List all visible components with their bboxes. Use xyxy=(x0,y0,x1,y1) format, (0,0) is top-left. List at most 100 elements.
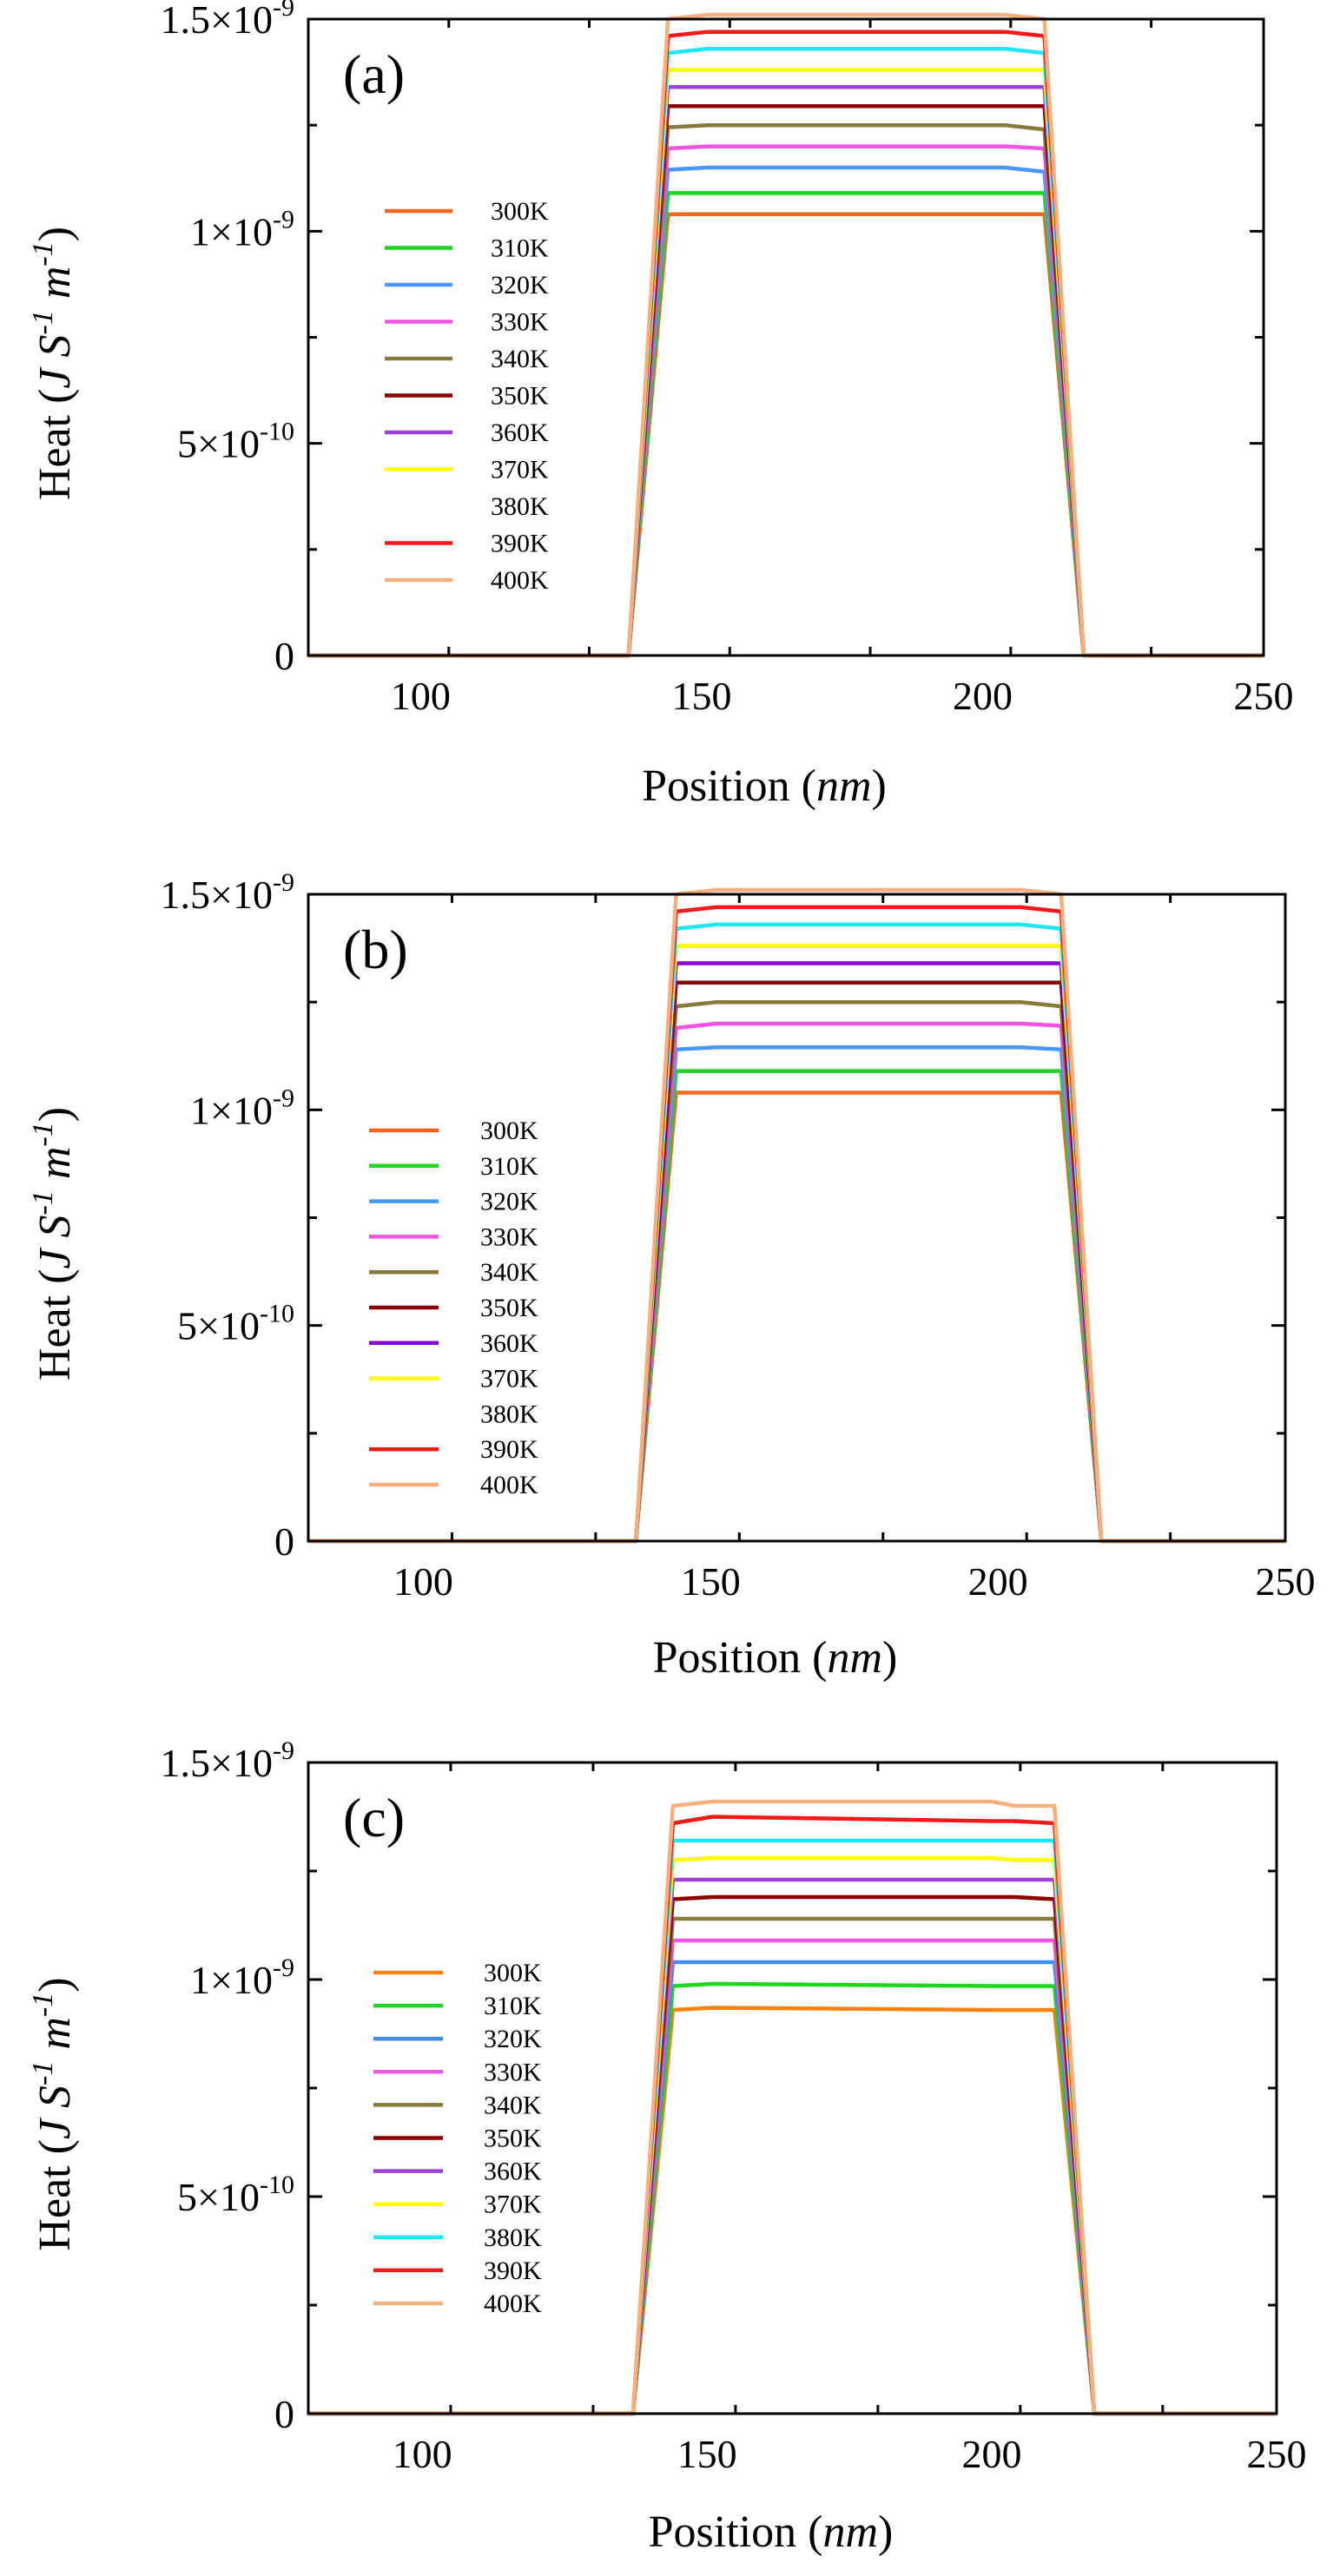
legend-label-380K: 380K xyxy=(484,2224,542,2252)
plot-frame xyxy=(307,1761,1278,2415)
x-tick-label: 100 xyxy=(391,674,451,718)
series-line-400K xyxy=(308,1799,1277,2416)
legend-label-360K: 360K xyxy=(480,1329,538,1358)
legend-label-300K: 300K xyxy=(491,197,549,226)
series-group xyxy=(308,887,1285,1544)
y-tick-label: 5×10-10 xyxy=(177,2171,294,2219)
series-line-400K xyxy=(308,887,1285,1544)
series-line-350K xyxy=(308,103,1264,658)
legend-label-310K: 310K xyxy=(484,1992,542,2020)
x-tick-label: 200 xyxy=(953,674,1013,718)
panel-c: 100 150 200 250 0 5×10-10 1×10-9 1.5×10-9 (c) Pos… xyxy=(27,1736,1307,2557)
series-line-340K xyxy=(308,999,1285,1544)
legend-label-350K: 350K xyxy=(480,1294,538,1322)
legend-label-400K: 400K xyxy=(484,2289,542,2318)
series-line-360K xyxy=(308,1877,1277,2416)
legend-label-390K: 390K xyxy=(491,530,549,558)
legend-label-380K: 380K xyxy=(491,492,549,521)
series-line-370K xyxy=(308,944,1285,1544)
series-line-370K xyxy=(308,68,1264,658)
legend-label-310K: 310K xyxy=(491,234,549,263)
series-line-380K xyxy=(308,922,1285,1544)
legend-label-350K: 350K xyxy=(484,2125,542,2153)
series-line-320K xyxy=(308,165,1264,658)
y-tick-label: 1×10-9 xyxy=(190,205,294,254)
series-line-360K xyxy=(308,84,1264,658)
legend-label-370K: 370K xyxy=(484,2191,542,2219)
legend-label-300K: 300K xyxy=(480,1117,538,1145)
panel-label: (a) xyxy=(343,43,405,105)
series-line-340K xyxy=(308,122,1264,658)
x-axis-title: Position (nm) xyxy=(653,1633,898,1683)
series-line-380K xyxy=(308,1838,1277,2416)
legend-label-330K: 330K xyxy=(491,308,549,337)
series-group xyxy=(308,12,1264,658)
legend-label-340K: 340K xyxy=(480,1258,538,1287)
y-tick-label: 0 xyxy=(274,2392,294,2436)
legend-label-340K: 340K xyxy=(491,345,549,373)
series-line-320K xyxy=(308,1960,1277,2416)
series-line-380K xyxy=(308,46,1264,658)
x-tick-label: 200 xyxy=(968,1559,1028,1604)
legend-label-370K: 370K xyxy=(480,1365,538,1393)
y-axis-title: Heat (J S-1 m-1) xyxy=(27,1107,80,1380)
y-tick-label: 0 xyxy=(274,1519,294,1564)
x-tick-label: 150 xyxy=(681,1559,741,1604)
series-line-400K xyxy=(308,12,1264,658)
y-tick-label: 1.5×10-9 xyxy=(161,868,294,917)
legend-label-330K: 330K xyxy=(484,2058,542,2086)
legend-label-390K: 390K xyxy=(484,2256,542,2285)
legend: 300K 310K 320K 330K 340K 350K 360K 370K 380K 390K… xyxy=(369,1117,538,1499)
y-tick-label: 5×10-10 xyxy=(177,1300,294,1348)
x-tick-label: 250 xyxy=(1247,2432,1307,2476)
series-line-330K xyxy=(308,1021,1285,1544)
legend-label-370K: 370K xyxy=(491,456,549,484)
y-tick-label: 1.5×10-9 xyxy=(161,1736,294,1785)
legend-label-380K: 380K xyxy=(480,1400,538,1428)
x-tick-label: 150 xyxy=(671,674,731,718)
legend-label-390K: 390K xyxy=(480,1435,538,1464)
legend: 300K 310K 320K 330K 340K 350K 360K 370K 380K 390K… xyxy=(385,197,549,595)
series-line-340K xyxy=(308,1916,1277,2416)
panel-b: 100 150 200 250 0 5×10-10 1×10-9 1.5×10-9 (b) Pos… xyxy=(27,868,1316,1683)
x-tick-label: 250 xyxy=(1256,1559,1316,1604)
legend-label-320K: 320K xyxy=(480,1188,538,1216)
x-tick-label: 100 xyxy=(393,2432,452,2476)
legend: 300K 310K 320K 330K 340K 350K 360K 370K 380K 390K… xyxy=(373,1959,542,2318)
x-axis-title: Position (nm) xyxy=(642,761,887,811)
series-line-300K xyxy=(308,2006,1277,2416)
panel-label: (c) xyxy=(343,1787,405,1848)
series-line-390K xyxy=(308,1815,1277,2416)
series-line-310K xyxy=(308,1069,1285,1544)
y-axis-title: Heat (J S-1 m-1) xyxy=(27,1977,80,2250)
y-axis-title: Heat (J S-1 m-1) xyxy=(27,227,80,500)
legend-label-320K: 320K xyxy=(484,2025,542,2053)
y-tick-label: 1×10-9 xyxy=(190,1084,294,1132)
x-tick-label: 150 xyxy=(677,2432,737,2476)
series-line-320K xyxy=(308,1045,1285,1544)
y-tick-label: 0 xyxy=(274,634,294,678)
series-line-310K xyxy=(308,1981,1277,2416)
legend-label-300K: 300K xyxy=(484,1959,542,1987)
legend-label-360K: 360K xyxy=(491,418,549,447)
series-line-330K xyxy=(308,1938,1277,2416)
x-tick-label: 250 xyxy=(1234,674,1294,718)
legend-label-310K: 310K xyxy=(480,1152,538,1181)
legend-label-340K: 340K xyxy=(484,2091,542,2119)
panel-a: 100 150 200 250 0 5×10-10 1×10-9 1.5×10-9 (a) Pos… xyxy=(27,0,1294,811)
series-group xyxy=(308,1799,1277,2416)
legend-label-400K: 400K xyxy=(491,566,549,595)
legend-label-320K: 320K xyxy=(491,271,549,300)
plot-frame xyxy=(307,893,1287,1543)
series-line-300K xyxy=(308,1090,1285,1544)
x-tick-label: 100 xyxy=(393,1559,453,1604)
series-line-350K xyxy=(308,980,1285,1544)
y-tick-label: 1.5×10-9 xyxy=(161,0,294,42)
panel-label: (b) xyxy=(343,919,408,980)
plot-frame xyxy=(307,17,1265,657)
x-axis-title: Position (nm) xyxy=(649,2507,894,2557)
series-line-300K xyxy=(308,212,1264,658)
y-tick-label: 1×10-9 xyxy=(190,1953,294,2002)
series-line-360K xyxy=(308,961,1285,1544)
